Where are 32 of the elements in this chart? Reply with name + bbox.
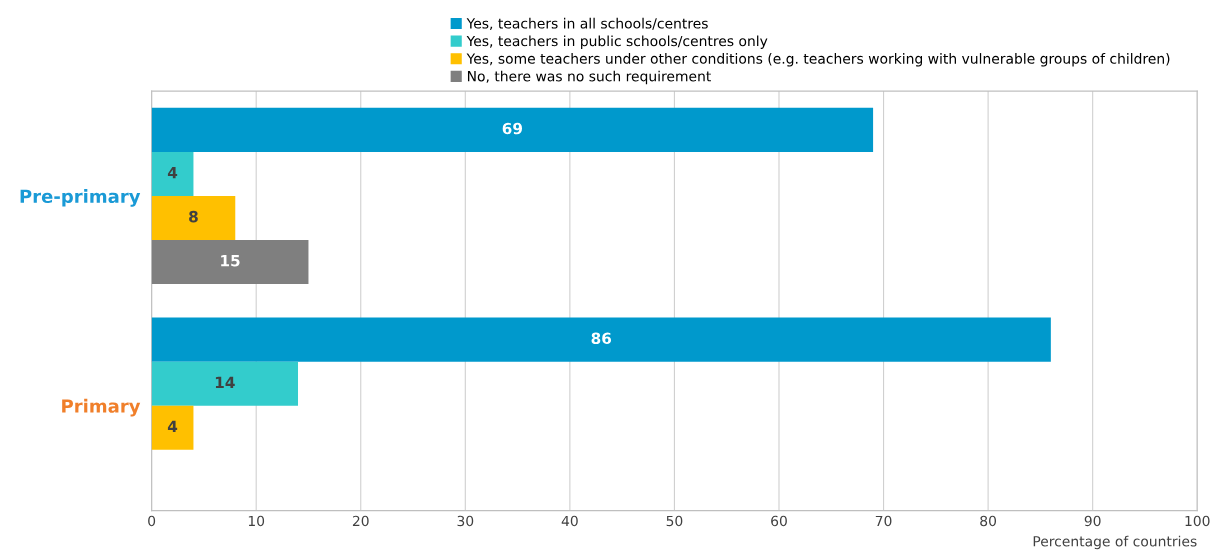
x-tick-label: 60	[771, 515, 787, 527]
x-tick-label: 40	[561, 515, 578, 527]
bar	[151, 151, 194, 196]
legend-label: Yes, some teachers under other conditions (e.g. teachers working with vulnerable groups of children)	[466, 53, 1170, 67]
bar	[151, 361, 299, 406]
x-tick-label: 100	[1185, 515, 1210, 527]
x-tick-label: 50	[666, 515, 683, 527]
x-tick-label: 90	[1084, 515, 1101, 527]
data-label: 8	[189, 210, 198, 223]
x-tick-label: 0	[148, 515, 156, 527]
bar	[151, 107, 874, 152]
data-label: 14	[215, 376, 235, 388]
bar	[151, 240, 309, 285]
data-label: 86	[591, 332, 612, 345]
bar	[151, 195, 236, 241]
data-label: 4	[167, 167, 178, 179]
x-tick-label: 80	[980, 515, 997, 527]
x-axis-title: Percentage of countries	[1033, 535, 1197, 550]
y-tick-label: Primary	[62, 398, 141, 417]
legend-label: No, there was no such requirement	[467, 70, 711, 85]
legend-label: Yes, teachers in public schools/centres only	[466, 35, 768, 49]
x-tick-label: 20	[352, 515, 369, 527]
data-label: 69	[502, 122, 523, 135]
x-tick-label: 10	[248, 515, 265, 527]
x-tick-label: 70	[875, 515, 892, 527]
data-label: 4	[167, 420, 178, 432]
legend-label: Yes, teachers in all schools/centres	[466, 17, 708, 31]
bar	[151, 405, 194, 450]
data-label: 15	[221, 255, 240, 267]
x-tick-label: 30	[457, 515, 474, 527]
y-tick-label: Pre-primary	[20, 189, 141, 207]
bar	[151, 317, 1051, 362]
